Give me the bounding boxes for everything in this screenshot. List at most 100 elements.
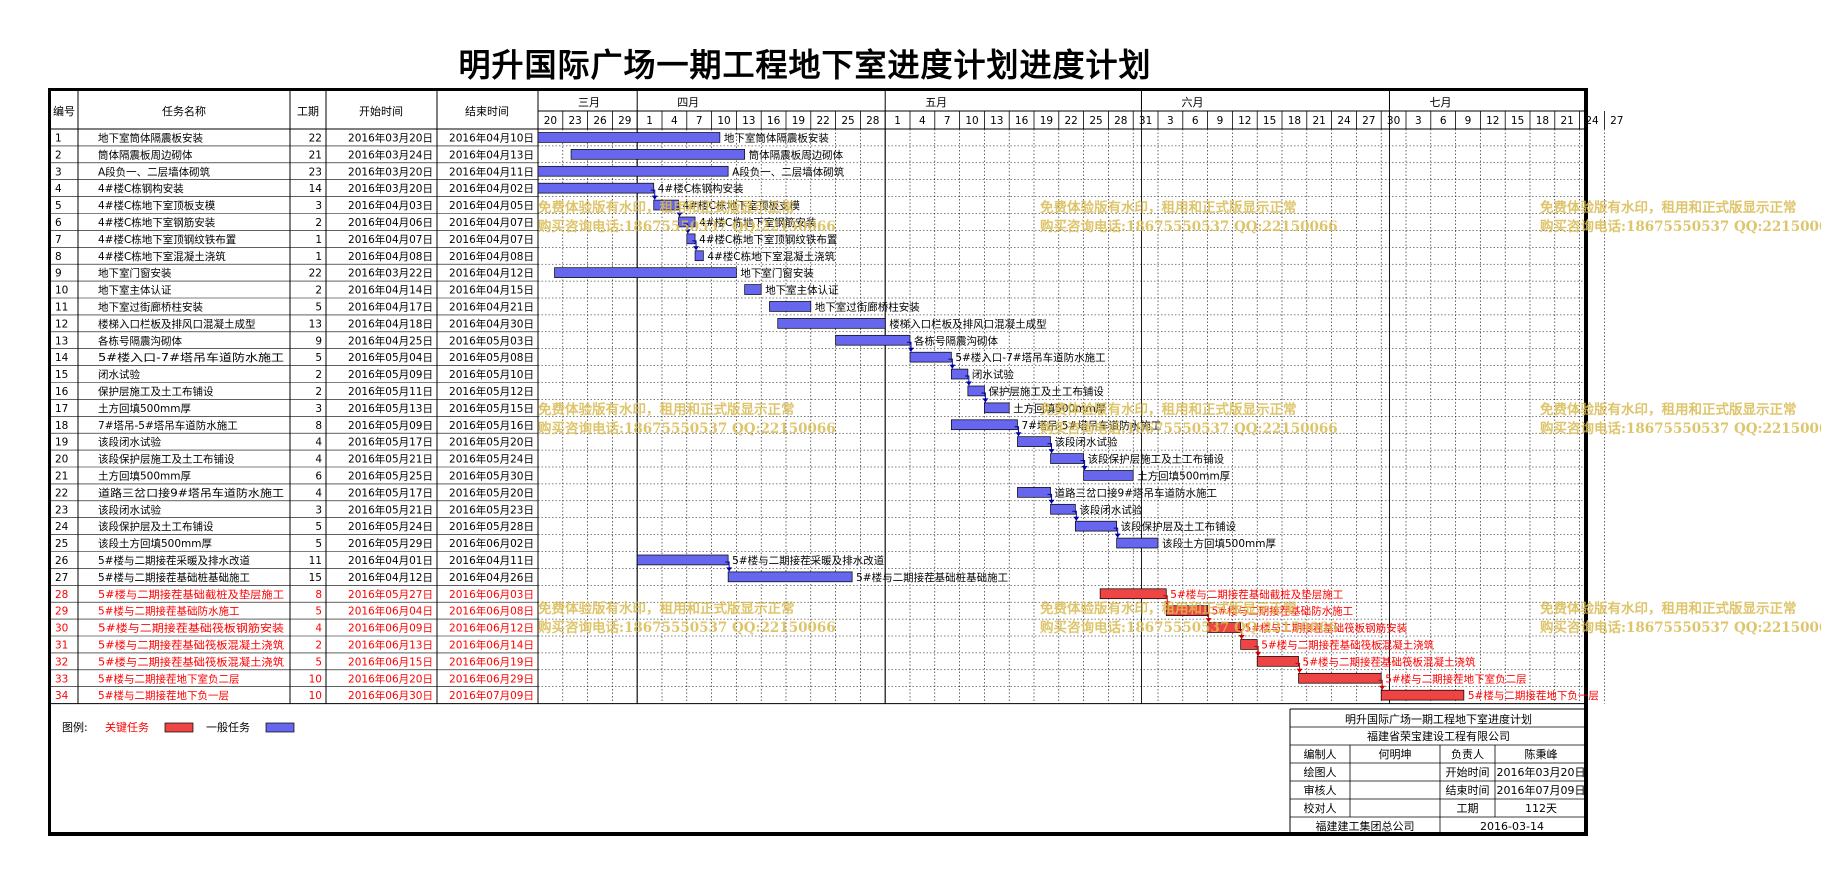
task-name: 土方回填500mm厚 [98, 402, 191, 415]
task-name: 4#楼C栋钢构安装 [98, 182, 184, 195]
task-end: 2016年04月26日 [449, 571, 534, 584]
task-end: 2016年05月10日 [449, 368, 534, 381]
task-bar-label: 筒体隔震板周边砌体 [749, 148, 844, 161]
task-start: 2016年04月17日 [348, 300, 433, 313]
dependency-arrowhead [726, 567, 733, 572]
task-start: 2016年05月24日 [348, 520, 433, 533]
task-id: 24 [55, 521, 69, 533]
task-name: 4#楼C栋地下室钢筋安装 [98, 216, 216, 229]
task-bar [554, 267, 737, 278]
info-cell: 何明坤 [1379, 747, 1412, 761]
task-bar-label: 该段土方回填500mm厚 [1162, 537, 1276, 550]
task-id: 23 [55, 504, 68, 516]
task-bar-label: 4#楼C栋地下室顶钢纹铁布置 [699, 233, 837, 246]
day-tick-label: 23 [569, 115, 582, 127]
task-bar [537, 182, 655, 194]
day-tick-label: 21 [1561, 115, 1574, 127]
info-cell: 112天 [1525, 802, 1557, 815]
task-duration: 15 [309, 572, 322, 584]
day-tick-label: 1 [646, 115, 653, 127]
day-tick-label: 19 [792, 115, 805, 127]
task-end: 2016年04月07日 [449, 233, 534, 246]
task-name: 7#塔吊-5#塔吊车道防水施工 [98, 419, 238, 432]
task-start: 2016年05月17日 [348, 436, 433, 449]
task-bar-label: 地下室主体认证 [765, 284, 839, 297]
day-tick-label: 26 [593, 115, 607, 127]
legend-critical-label: 关键任务 [105, 720, 149, 734]
task-bar [1017, 487, 1051, 498]
task-end: 2016年06月12日 [449, 622, 534, 635]
info-cell: 负责人 [1451, 747, 1484, 761]
task-bar-label: 5#楼与二期接茬地下室负二层 [1385, 672, 1526, 685]
day-tick-label: 28 [1114, 115, 1127, 127]
task-bar-label: 5#楼入口-7#塔吊车道防水施工 [955, 351, 1105, 364]
info-cell: 绘图人 [1304, 765, 1337, 779]
dependency-arrowhead [965, 381, 972, 386]
day-tick-label: 15 [1511, 115, 1524, 127]
task-name: 闭水试验 [98, 368, 140, 381]
task-bar [1240, 639, 1258, 650]
task-end: 2016年05月03日 [449, 334, 534, 347]
dependency-arrowhead [1379, 685, 1386, 690]
task-name: 4#楼C栋地下室混凝土浇筑 [98, 250, 226, 263]
day-tick-label: 20 [544, 115, 557, 127]
day-tick-label: 13 [742, 115, 755, 127]
task-start: 2016年04月06日 [348, 216, 433, 229]
task-end: 2016年06月02日 [449, 537, 534, 550]
chart-frame [48, 88, 1588, 836]
day-tick-label: 29 [618, 115, 631, 127]
task-id: 2 [55, 149, 62, 161]
task-name: 该段土方回填500mm厚 [98, 537, 212, 550]
task-end: 2016年05月12日 [449, 385, 534, 398]
task-start: 2016年05月17日 [348, 486, 433, 499]
info-cell: 审核人 [1304, 783, 1337, 797]
task-start: 2016年04月14日 [348, 284, 433, 297]
task-id: 6 [55, 217, 62, 229]
task-duration: 4 [315, 623, 322, 635]
day-tick-label: 16 [1015, 115, 1029, 127]
task-duration: 11 [309, 555, 322, 567]
legend-normal-swatch [265, 722, 295, 733]
task-duration: 5 [315, 606, 322, 618]
task-end: 2016年06月29日 [449, 672, 534, 685]
day-tick-label: 10 [717, 115, 730, 127]
task-end: 2016年05月08日 [449, 351, 534, 364]
task-duration: 2 [315, 386, 322, 398]
dependency-arrowhead [651, 195, 658, 200]
task-name: A段负一、二层墙体砌筑 [98, 165, 211, 178]
task-start: 2016年03月20日 [348, 182, 433, 195]
task-bar [727, 571, 853, 583]
task-end: 2016年04月30日 [449, 317, 534, 330]
day-tick-label: 31 [1139, 115, 1152, 127]
task-bar [777, 318, 886, 329]
info-cell: 校对人 [1304, 801, 1337, 815]
task-bar [950, 368, 969, 380]
day-tick-label: 4 [671, 115, 678, 127]
task-end: 2016年05月20日 [449, 486, 534, 499]
task-start: 2016年05月21日 [348, 453, 433, 466]
task-bar [1099, 588, 1167, 600]
task-bar [686, 233, 696, 245]
task-bar [694, 250, 704, 262]
task-name: 5#楼与二期接茬基础筏板混凝土浇筑 [98, 638, 285, 651]
task-duration: 2 [315, 639, 322, 651]
task-name: 地下室筒体隔震板安装 [98, 131, 203, 144]
month-label: 三月 [578, 96, 600, 109]
task-bar-label: 5#楼与二期接茬地下负一层 [1468, 689, 1599, 702]
day-tick-label: 9 [1217, 115, 1224, 127]
task-bar-label: 4#楼C栋地下室混凝土浇筑 [707, 250, 835, 263]
task-bar [1116, 537, 1159, 549]
task-name: 5#楼与二期接茬基础筏板混凝土浇筑 [98, 655, 285, 668]
task-duration: 1 [315, 251, 322, 263]
task-duration: 3 [315, 504, 322, 516]
day-tick-label: 3 [1167, 115, 1174, 127]
task-name: 筒体隔震板周边砌体 [98, 148, 193, 161]
task-bar [835, 334, 911, 346]
task-end: 2016年05月30日 [449, 469, 534, 482]
day-tick-label: 3 [1415, 115, 1422, 127]
task-bar [744, 284, 762, 295]
task-bar-label: 土方回填500mm厚 [1013, 402, 1106, 415]
task-end: 2016年04月12日 [449, 267, 534, 280]
dependency-arrowhead [1048, 499, 1055, 504]
dependency-arrowhead [1238, 635, 1245, 639]
